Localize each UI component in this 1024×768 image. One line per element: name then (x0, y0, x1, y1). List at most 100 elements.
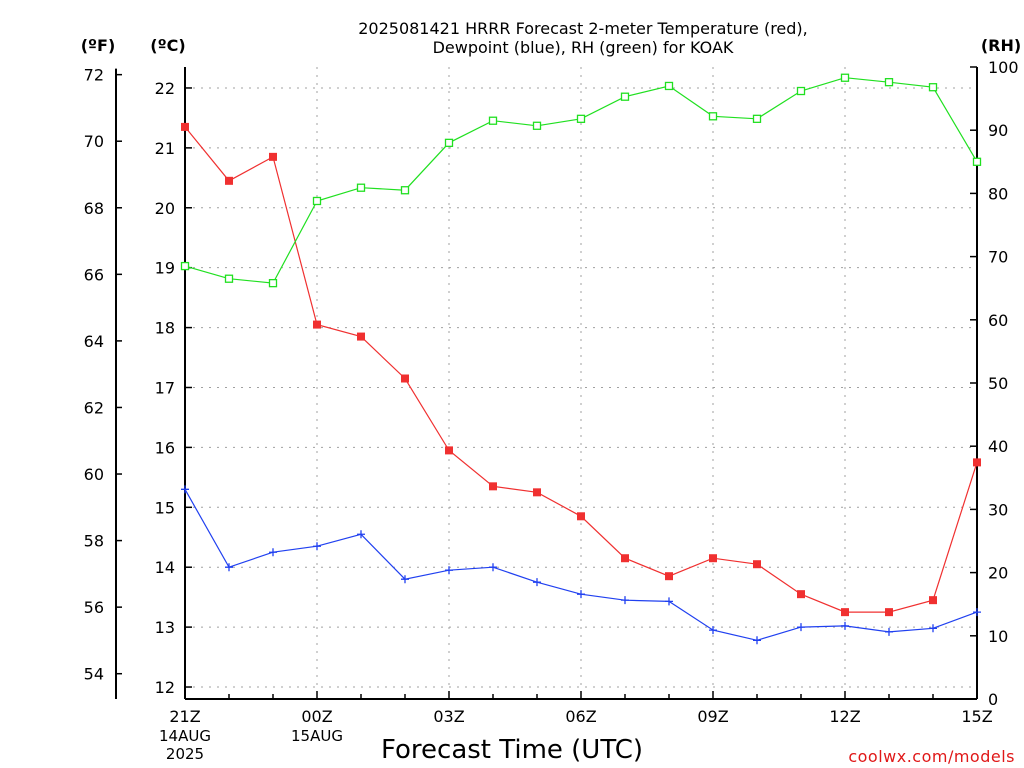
temperature-point (269, 152, 277, 161)
rh-tick-label: 60 (988, 311, 1008, 330)
temperature-point (973, 458, 981, 467)
chart-title: 2025081421 HRRR Forecast 2-meter Tempera… (358, 19, 808, 38)
rh-tick-label: 10 (988, 627, 1008, 646)
celsius-unit-label: (ºC) (150, 36, 185, 55)
temperature-point (357, 332, 365, 341)
rh-point (356, 183, 366, 192)
dewpoint-point (973, 608, 981, 617)
temperature-point (445, 446, 453, 455)
rh-point (400, 186, 410, 195)
temperature-point (225, 176, 233, 185)
fahrenheit-tick-label: 54 (84, 665, 104, 684)
dewpoint-point (225, 563, 233, 572)
temperature-point (401, 374, 409, 383)
rh-point (312, 196, 322, 206)
celsius-tick-label: 22 (155, 79, 175, 98)
x-tick-label: 12Z (829, 707, 860, 726)
dewpoint-point (533, 578, 541, 587)
dewpoint-point (621, 596, 629, 605)
rh-point (664, 81, 674, 91)
dewpoint-point (841, 621, 849, 630)
temperature-point (709, 554, 717, 563)
celsius-tick-label: 20 (155, 199, 175, 218)
fahrenheit-tick-label: 56 (84, 598, 104, 617)
celsius-tick-label: 14 (155, 558, 175, 577)
celsius-tick-label: 12 (155, 678, 175, 697)
rh-tick-label: 80 (988, 184, 1008, 203)
series-lines (180, 73, 982, 645)
x-tick-sublabel: 2025 (166, 745, 204, 763)
fahrenheit-tick-label: 62 (84, 398, 104, 417)
temperature-point (665, 572, 673, 581)
fahrenheit-tick-label: 58 (84, 532, 104, 551)
celsius-tick-label: 21 (155, 139, 175, 158)
x-tick-label: 06Z (565, 707, 596, 726)
rh-point (576, 114, 586, 123)
celsius-tick-label: 19 (155, 259, 175, 278)
rh-point (488, 116, 498, 125)
temperature-point (489, 482, 497, 491)
x-tick-sublabel: 14AUG (159, 727, 211, 745)
dewpoint-point (709, 626, 717, 635)
rh-point (268, 278, 278, 288)
celsius-tick-label: 17 (155, 378, 175, 397)
temperature-point (929, 596, 937, 605)
fahrenheit-tick-label: 66 (84, 265, 104, 284)
fahrenheit-tick-label: 64 (84, 332, 104, 351)
rh-tick-label: 40 (988, 437, 1008, 456)
rh-point (752, 114, 762, 123)
rh-tick-label: 30 (988, 500, 1008, 519)
rh-tick-label: 90 (988, 121, 1008, 140)
temperature-point (885, 608, 893, 617)
fahrenheit-tick-label: 70 (84, 132, 104, 151)
temperature-point (181, 122, 189, 131)
temperature-point (621, 554, 629, 563)
dewpoint-point (445, 566, 453, 575)
dewpoint-point (313, 542, 321, 551)
rh-tick-label: 100 (988, 58, 1019, 77)
celsius-tick-label: 13 (155, 618, 175, 637)
x-tick-label: 00Z (301, 707, 332, 726)
fahrenheit-unit-label: (ºF) (81, 36, 116, 55)
x-tick-label: 21Z (169, 707, 200, 726)
dewpoint-point (753, 636, 761, 645)
celsius-tick-label: 18 (155, 319, 175, 338)
dewpoint-point (885, 627, 893, 636)
x-tick-sublabel: 15AUG (291, 727, 343, 745)
rh-tick-label: 50 (988, 374, 1008, 393)
temperature-point (577, 512, 585, 521)
rh-point (620, 92, 630, 101)
celsius-tick-label: 16 (155, 438, 175, 457)
rh-point (796, 86, 806, 96)
dewpoint-point (181, 485, 189, 494)
dewpoint-point (489, 563, 497, 572)
temperature-point (841, 608, 849, 617)
dewpoint-point (401, 575, 409, 584)
dewpoint-point (797, 623, 805, 632)
temperature-point (313, 320, 321, 329)
dewpoint-point (929, 624, 937, 633)
grid-lines (185, 67, 977, 699)
rh-tick-label: 20 (988, 564, 1008, 583)
rh-point (224, 274, 234, 283)
rh-point (972, 157, 982, 166)
dewpoint-point (269, 548, 277, 557)
rh-point (180, 261, 190, 271)
rh-tick-label: 70 (988, 248, 1008, 267)
temperature-point (797, 590, 805, 599)
credit-link[interactable]: coolwx.com/models (848, 747, 1015, 766)
celsius-tick-label: 15 (155, 498, 175, 517)
chart-subtitle: Dewpoint (blue), RH (green) for KOAK (433, 38, 734, 57)
temperature-point (533, 488, 541, 497)
x-tick-label: 09Z (697, 707, 728, 726)
fahrenheit-tick-label: 60 (84, 465, 104, 484)
dewpoint-point (357, 530, 365, 539)
dewpoint-point (665, 597, 673, 606)
x-axis-title: Forecast Time (UTC) (381, 735, 643, 765)
x-tick-label: 03Z (433, 707, 464, 726)
dewpoint-point (577, 590, 585, 599)
rh-point (884, 78, 894, 87)
x-tick-label: 15Z (961, 707, 992, 726)
rh-tick-label: 0 (988, 690, 998, 709)
